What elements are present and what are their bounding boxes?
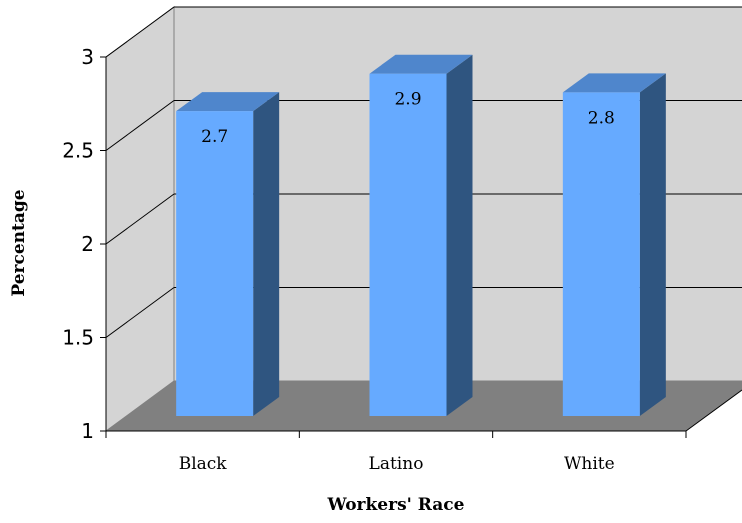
bar-top-latino (369, 54, 473, 74)
y-tick-label: 1 (81, 419, 94, 443)
y-tick-labels: 1 1.5 2 2.5 3 (62, 45, 94, 443)
bar-white (562, 92, 640, 417)
bar-latino (369, 73, 447, 416)
gridline-side (105, 287, 175, 338)
y-tick-label: 2 (81, 232, 94, 256)
bar-side-latino (446, 54, 473, 416)
y-axis-title: Percentage (9, 189, 29, 296)
bar-side-black (253, 92, 280, 416)
y-tick-label: 2.5 (62, 139, 94, 163)
bar-black (176, 111, 254, 416)
x-axis-depth-line (685, 389, 742, 432)
data-label: 2.9 (394, 90, 421, 110)
bar-side-white (639, 73, 666, 417)
data-label: 2.7 (201, 127, 228, 147)
x-tick-label: Black (179, 454, 228, 474)
x-axis-title: Workers' Race (327, 495, 465, 515)
x-tick-label: Latino (369, 454, 424, 474)
data-label: 2.8 (588, 108, 615, 128)
gridline-side (105, 6, 175, 58)
y-tick-label: 3 (81, 45, 94, 69)
x-tick-labels: Black Latino White (179, 454, 615, 474)
gridline-side (105, 100, 175, 151)
bar-top-white (562, 73, 666, 93)
bar-top-black (176, 92, 280, 112)
gridline-side (105, 193, 175, 245)
y-tick-label: 1.5 (62, 326, 94, 350)
axes (100, 56, 742, 438)
x-tick-label: White (564, 454, 615, 474)
bars: 2.7 2.9 2.8 (176, 54, 666, 417)
